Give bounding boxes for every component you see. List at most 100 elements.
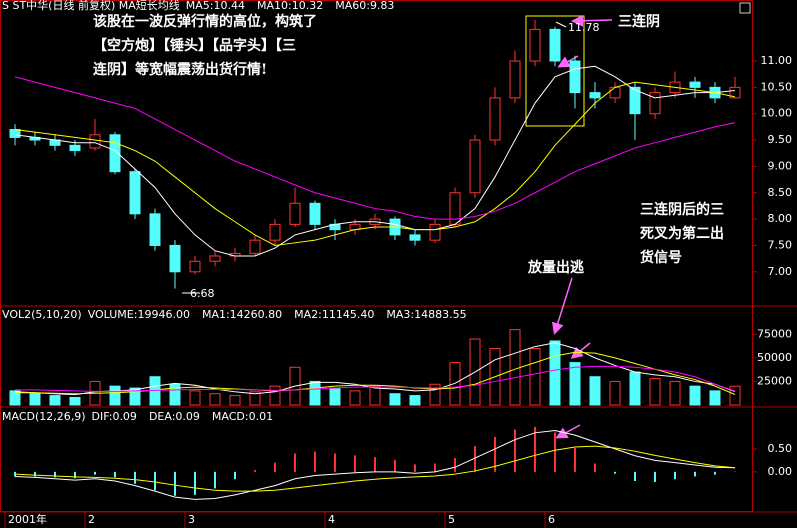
arrow bbox=[555, 424, 581, 439]
volume-bar bbox=[269, 385, 281, 406]
volume-bar bbox=[209, 393, 221, 406]
annotation: 三连阴 bbox=[618, 13, 660, 30]
volume-bar bbox=[669, 380, 681, 406]
arrow bbox=[570, 342, 591, 359]
volume-bar bbox=[369, 385, 381, 406]
volume-bar bbox=[509, 329, 521, 406]
x-tick-label: 2 bbox=[88, 513, 95, 526]
legend-entry: DIF:0.09 bbox=[92, 410, 137, 423]
low-label: 6.68 bbox=[190, 287, 215, 300]
candle-body bbox=[249, 239, 261, 254]
candle-body bbox=[109, 134, 121, 173]
y-tick-label: 7.50 bbox=[768, 238, 793, 251]
y-tick-label: 9.50 bbox=[768, 133, 793, 146]
candle-body bbox=[529, 28, 541, 62]
legend-entry: DEA:0.09 bbox=[149, 410, 200, 423]
annotation: 放量出逃 bbox=[527, 259, 584, 276]
candle-body bbox=[569, 60, 581, 94]
candle-body bbox=[509, 60, 521, 99]
candle-body bbox=[489, 97, 501, 141]
y-tick-label: 0.50 bbox=[768, 442, 793, 455]
volume-bar bbox=[629, 371, 641, 406]
y-tick-label: 50000 bbox=[757, 351, 792, 364]
arrows bbox=[551, 14, 613, 439]
y-tick-label: 11.00 bbox=[761, 54, 793, 67]
candle-body bbox=[149, 213, 161, 246]
y-tick-label: 75000 bbox=[757, 327, 792, 340]
annotation: 该股在一波反弹行情的高位，构筑了 bbox=[93, 13, 317, 30]
x-tick-label: 6 bbox=[548, 513, 555, 526]
legend-entry: MA10:10.32 bbox=[257, 0, 323, 12]
volume-bar bbox=[129, 387, 141, 406]
volume-ma-line bbox=[15, 365, 736, 392]
volume-bar bbox=[249, 391, 261, 406]
volume-bar bbox=[549, 340, 561, 406]
annotation: 死叉为第二出 bbox=[639, 225, 724, 242]
x-tick-label: 2001年 bbox=[8, 512, 47, 526]
y-tick-label: 8.50 bbox=[768, 186, 793, 199]
legend-entry: MA1:14260.80 bbox=[202, 308, 282, 321]
frame bbox=[0, 0, 797, 513]
ma-line bbox=[14, 65, 736, 257]
legend-entry: MA5:10.44 bbox=[186, 0, 245, 12]
volume-bar bbox=[649, 378, 661, 406]
candle-body bbox=[729, 86, 741, 99]
volume-bar bbox=[349, 390, 361, 406]
macd-line bbox=[14, 430, 736, 500]
annotation: 【空方炮】【锤头】【品字头】【三 bbox=[93, 37, 296, 54]
panel-title: S ST中华(日线 前复权) MA短长均线 bbox=[2, 0, 180, 12]
candle-body bbox=[589, 92, 601, 99]
y-tick-label: 10.50 bbox=[761, 80, 793, 93]
candle-body bbox=[549, 28, 561, 62]
volume-bar bbox=[329, 387, 341, 406]
legend-entry: MA3:14883.55 bbox=[386, 308, 466, 321]
panel-title: MACD(12,26,9) bbox=[2, 410, 86, 423]
x-tick-label: 3 bbox=[188, 513, 195, 526]
volume-bar bbox=[609, 380, 621, 406]
ma-line bbox=[14, 76, 736, 220]
legend-entry: VOLUME:19946.00 bbox=[88, 308, 190, 321]
y-tick-label: 8.00 bbox=[768, 212, 793, 225]
candle-body bbox=[469, 139, 481, 194]
volume-bar bbox=[169, 383, 181, 406]
x-tick-label: 4 bbox=[328, 513, 335, 526]
volume-bar bbox=[309, 380, 321, 406]
candle-body bbox=[689, 81, 701, 88]
volume-bar bbox=[589, 376, 601, 406]
volume-bar bbox=[189, 390, 201, 406]
volume-ma-line bbox=[14, 342, 736, 396]
volume-bar bbox=[49, 395, 61, 406]
candle-body bbox=[309, 202, 321, 225]
legend-entry: MACD:0.01 bbox=[212, 410, 273, 423]
candle-body bbox=[9, 129, 21, 138]
candle-body bbox=[209, 255, 221, 262]
candle-body bbox=[629, 86, 641, 115]
volume-bar bbox=[389, 393, 401, 406]
y-tick-label: 9.00 bbox=[768, 159, 793, 172]
volume-bar bbox=[69, 396, 81, 406]
high-label: 11.78 bbox=[568, 21, 600, 34]
volume-bar bbox=[569, 362, 581, 406]
volume-bar bbox=[9, 390, 21, 406]
candle-body bbox=[269, 223, 281, 241]
arrow bbox=[571, 14, 613, 27]
y-tick-label: 10.00 bbox=[761, 107, 793, 120]
y-tick-label: 0.00 bbox=[768, 465, 793, 478]
annotation: 货信号 bbox=[639, 249, 682, 266]
legend-entry: MA60:9.83 bbox=[335, 0, 394, 12]
volume-bar bbox=[529, 347, 541, 406]
checkbox[interactable] bbox=[739, 2, 751, 14]
legend-entry: MA2:11145.40 bbox=[294, 308, 374, 321]
arrow bbox=[551, 277, 573, 335]
panel-title: VOL2(5,10,20) bbox=[2, 308, 82, 321]
volume-bar bbox=[729, 385, 741, 406]
annotation: 连阴】等宽幅震荡出货行情! bbox=[93, 61, 267, 78]
candle-body bbox=[289, 202, 301, 225]
candle-body bbox=[129, 171, 141, 215]
volume-bar bbox=[229, 395, 241, 406]
volume-bar bbox=[409, 395, 421, 406]
volume-bar bbox=[429, 383, 441, 406]
highlight-box bbox=[525, 15, 585, 127]
